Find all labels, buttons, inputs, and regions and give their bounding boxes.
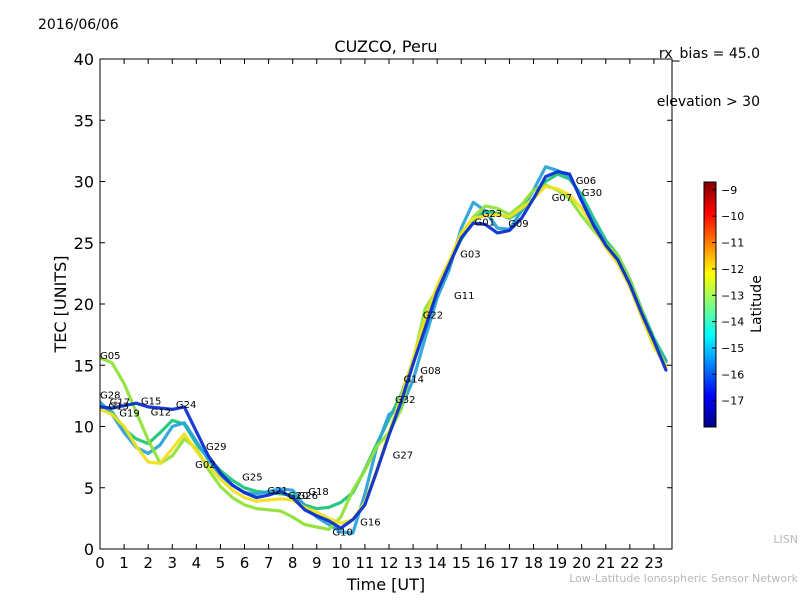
satellite-label: G14: [404, 374, 424, 385]
colorbar-ticks: −9 −10 −11 −12 −13 −14 −15 −16 −17: [712, 184, 744, 408]
x-tick-label: 18: [524, 554, 543, 572]
colorbar-tick-label: −14: [721, 316, 744, 329]
satellite-label: G17: [110, 398, 130, 409]
satellite-label: G08: [420, 366, 440, 377]
colorbar-tick-label: −11: [721, 237, 744, 250]
x-tick-label: 7: [264, 554, 274, 572]
x-tick-label: 6: [240, 554, 250, 572]
x-tick-label: 3: [167, 554, 177, 572]
x-tick-label: 22: [620, 554, 639, 572]
satellite-label: G03: [460, 249, 480, 260]
x-tick-label: 17: [500, 554, 519, 572]
watermark-network: Low-Latitude Ionospheric Sensor Network: [569, 572, 798, 585]
satellite-label: G32: [395, 395, 415, 406]
colorbar-tick-label: −17: [721, 395, 744, 408]
y-tick-label: 0: [84, 540, 94, 559]
colorbar-tick-label: −10: [721, 210, 744, 223]
tec-series-line: [100, 165, 668, 535]
x-tick-label: 16: [476, 554, 495, 572]
watermark: LISN Low-Latitude Ionospheric Sensor Net…: [569, 507, 798, 598]
colorbar-tick-label: −16: [721, 368, 744, 381]
satellite-label: G25: [242, 472, 262, 483]
y-tick-label: 30: [74, 173, 94, 192]
x-tick-label: 8: [288, 554, 298, 572]
x-tick-label: 9: [312, 554, 322, 572]
x-tick-label: 23: [644, 554, 663, 572]
satellite-label: G21: [267, 486, 287, 497]
satellite-label: G28: [100, 390, 120, 401]
plot-frame: [99, 58, 673, 550]
satellite-label: G19: [119, 409, 139, 420]
satellite-label: G27: [393, 450, 413, 461]
tec-series-line: [100, 172, 668, 511]
parameters-label: rx_bias = 45.0 elevation > 30: [657, 14, 760, 126]
satellite-label: G23: [482, 209, 502, 220]
watermark-org: LISN: [773, 533, 798, 546]
x-tick-label: 11: [355, 554, 374, 572]
satellite-label: G15: [141, 396, 161, 407]
colorbar-tick-label: −12: [721, 263, 744, 276]
colorbar-label: Latitude: [749, 275, 765, 333]
satellite-label: G01: [475, 218, 495, 229]
x-tick-label: 10: [331, 554, 350, 572]
x-tick-label: 14: [428, 554, 447, 572]
x-tick-label: 20: [572, 554, 591, 572]
satellite-label: G02: [195, 460, 215, 471]
x-tick-label: 1: [119, 554, 129, 572]
y-axis-label: TEC [UNITS]: [51, 256, 70, 354]
y-tick-label: 5: [84, 479, 94, 498]
x-tick-label: 2: [143, 554, 153, 572]
satellite-label: G26: [298, 491, 318, 502]
satellite-label: G30: [582, 188, 602, 199]
x-tick-label: 13: [404, 554, 423, 572]
colorbar: [703, 181, 717, 428]
axis-ticks: 0 1 2 3 4 5 6 7 8 9 10 11 12 13 14 15 16 17 18 19 20 21 22 2305…: [74, 50, 672, 572]
x-axis-label: Time [UT]: [346, 575, 425, 594]
satellite-label: G06: [576, 176, 596, 187]
y-tick-label: 15: [74, 356, 94, 375]
chart-title: CUZCO, Peru: [334, 37, 437, 56]
x-tick-label: 4: [192, 554, 202, 572]
colorbar-tick-label: −15: [721, 342, 744, 355]
elevation-label: elevation > 30: [656, 94, 760, 110]
satellite-label: G16: [360, 518, 380, 529]
satellite-label: G12: [151, 408, 171, 419]
y-tick-label: 10: [74, 418, 94, 437]
y-tick-label: 40: [74, 50, 94, 69]
satellite-label: G07: [552, 193, 572, 204]
colorbar-tick-label: −13: [721, 289, 744, 302]
satellite-label: G22: [423, 311, 443, 322]
satellite-label: G24: [176, 400, 196, 411]
satellite-label: G13: [108, 401, 128, 412]
y-tick-label: 20: [74, 295, 94, 314]
x-tick-label: 12: [379, 554, 398, 572]
y-tick-label: 35: [74, 111, 94, 130]
tec-series-line: [100, 183, 668, 532]
satellite-label: G05: [100, 351, 120, 362]
colorbar-tick-label: −9: [721, 184, 737, 197]
series-layer: [100, 165, 668, 535]
satellite-label: G09: [508, 219, 528, 230]
date-label: 2016/06/06: [38, 17, 119, 33]
satellite-label: G11: [454, 291, 474, 302]
x-tick-label: 0: [95, 554, 105, 572]
tec-series-line: [100, 184, 668, 525]
satellite-label: G18: [308, 487, 328, 498]
x-tick-label: 5: [216, 554, 226, 572]
x-tick-label: 15: [452, 554, 471, 572]
satellite-label: G20: [288, 491, 308, 502]
rx-bias-label: rx_bias = 45.0: [658, 46, 760, 62]
tec-series-line: [100, 170, 668, 530]
satellite-label: G10: [332, 528, 352, 539]
x-tick-label: 19: [548, 554, 567, 572]
satellite-label: G29: [206, 442, 226, 453]
y-tick-label: 25: [74, 234, 94, 253]
x-tick-label: 21: [596, 554, 615, 572]
